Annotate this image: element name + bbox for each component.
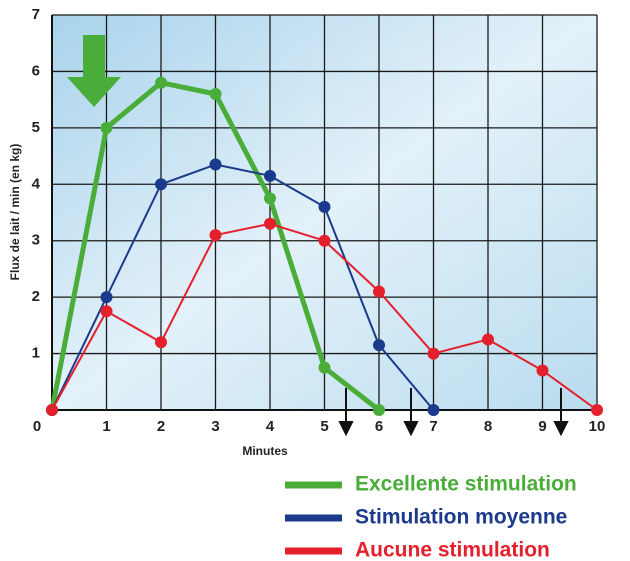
x-tick-label: 5	[320, 418, 328, 435]
data-point	[46, 404, 58, 416]
x-tick-label: 7	[429, 418, 437, 435]
data-point	[264, 217, 276, 230]
data-point	[536, 364, 549, 377]
x-tick-label: 4	[266, 418, 275, 435]
x-tick-label: 2	[157, 418, 165, 435]
data-point	[373, 404, 385, 416]
y-tick-label: 1	[32, 345, 40, 362]
data-point	[100, 121, 113, 134]
legend-label: Aucune stimulation	[355, 539, 550, 561]
data-point	[373, 339, 385, 352]
x-tick-label: 3	[211, 418, 219, 435]
data-point	[100, 291, 113, 304]
data-point	[155, 76, 167, 89]
data-point	[318, 234, 331, 247]
y-tick-label: 6	[32, 62, 40, 79]
y-tick-label: 2	[32, 288, 40, 305]
series-line	[51, 163, 435, 411]
data-point	[482, 333, 494, 346]
data-point	[318, 200, 331, 213]
data-point	[427, 404, 440, 416]
start-arrow	[67, 35, 121, 107]
x-tick-label: 10	[589, 418, 606, 435]
y-tick-label: 5	[32, 119, 40, 136]
data-point	[373, 285, 385, 298]
data-point	[209, 88, 222, 100]
data-point	[591, 404, 603, 416]
legend-label: Excellente stimulation	[355, 473, 577, 496]
data-point	[209, 158, 222, 171]
x-tick-label: 0	[33, 418, 41, 435]
data-point	[264, 192, 276, 205]
end-arrows	[338, 388, 569, 437]
y-tick-label: 3	[32, 232, 40, 249]
legend-label: Stimulation moyenne	[355, 506, 567, 529]
x-tick-label: 9	[538, 418, 546, 435]
y-axis-label: Flux de lait / min (en kg)	[8, 144, 22, 281]
y-tick-label: 7	[32, 6, 40, 23]
data-point	[100, 305, 113, 318]
data-point	[209, 229, 222, 242]
data-point	[264, 169, 276, 182]
y-tick-label: 4	[32, 175, 41, 192]
x-tick-label: 1	[102, 418, 110, 435]
data-point	[318, 361, 331, 374]
x-tick-label: 8	[484, 418, 492, 435]
data-point	[427, 347, 440, 360]
x-axis-label: Minutes	[242, 444, 288, 458]
x-tick-label: 6	[375, 418, 383, 435]
data-point	[155, 178, 167, 191]
data-point	[155, 336, 167, 349]
